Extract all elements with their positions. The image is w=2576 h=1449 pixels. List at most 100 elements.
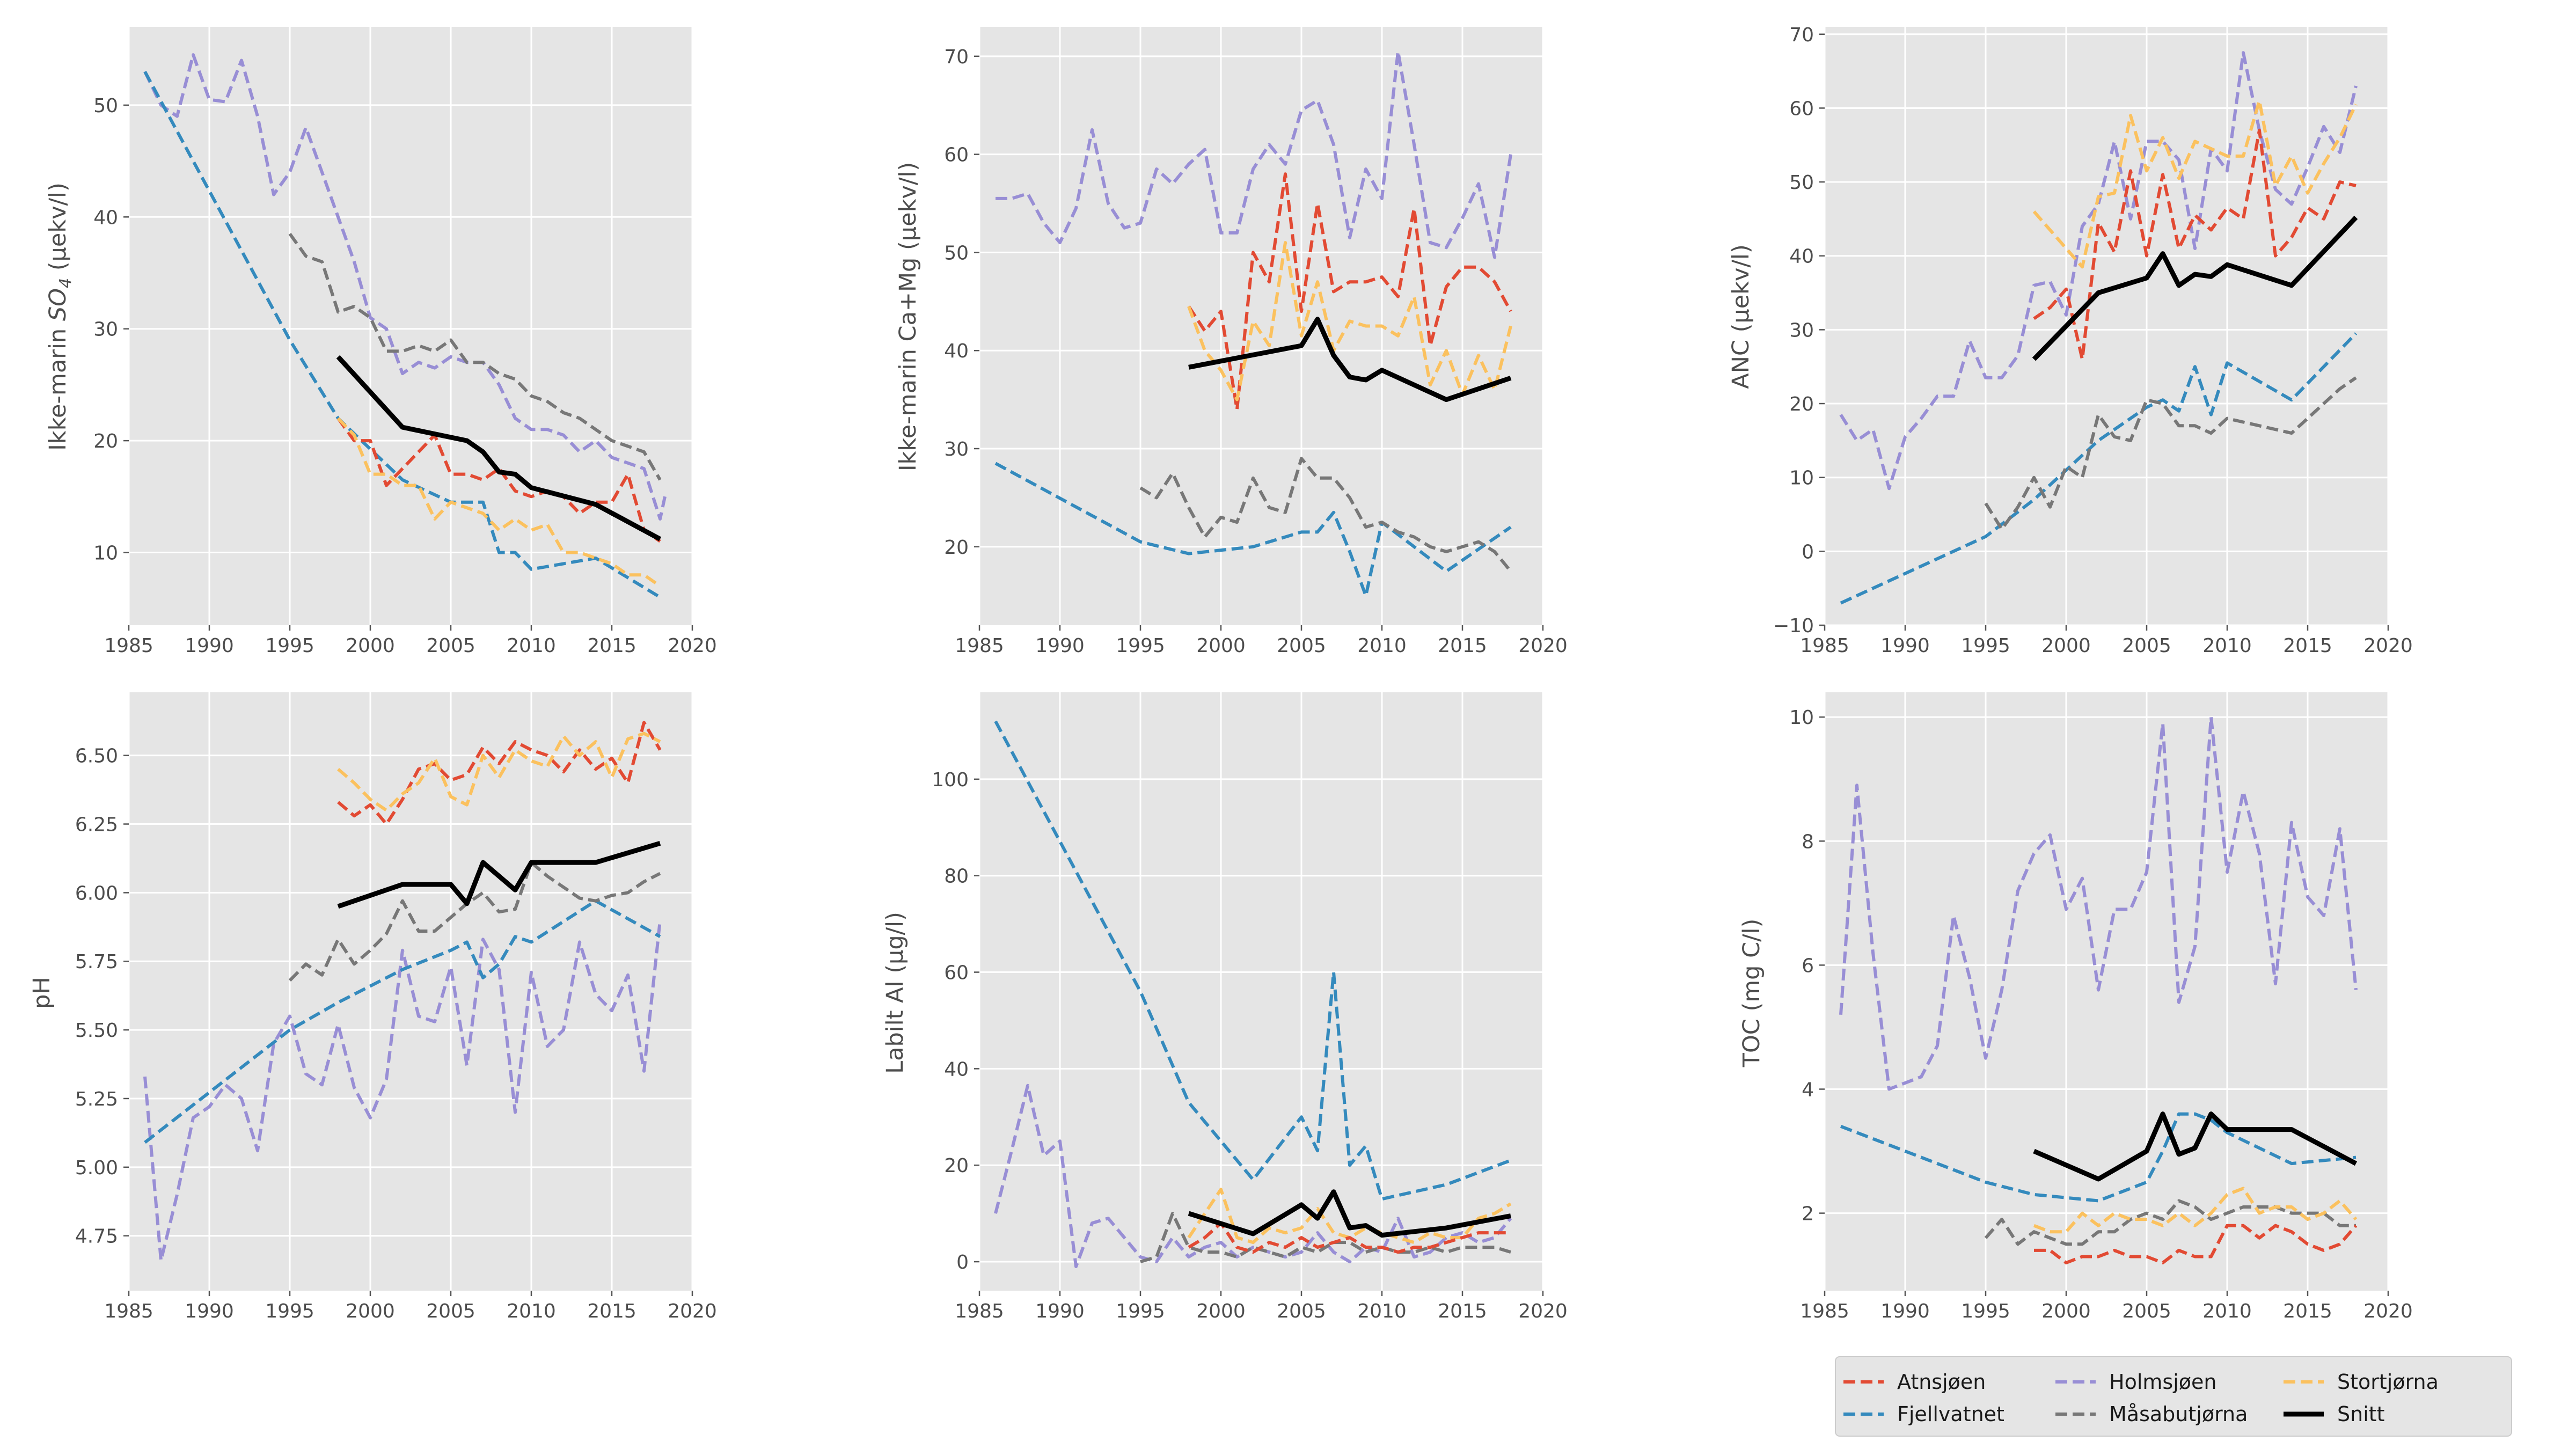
x-tick-label: 2020 [2363,1300,2413,1322]
y-tick-label: 6.00 [75,882,118,904]
x-tick-label: 2005 [426,1300,475,1322]
y-tick-label: 4 [1802,1079,1814,1101]
x-tick-label: 2020 [668,635,717,657]
y-axis-label: pH [28,977,55,1009]
y-tick-label: 80 [944,866,969,888]
x-tick-label: 1985 [955,635,1004,657]
y-tick-label: 30 [944,438,969,460]
panel-anc: 1985 1990 1995 2000 2005 2010 2015 2020 −10 0 10 20… [1728,24,2413,657]
x-tick-label: 1990 [185,1300,234,1322]
x-tick-label: 2000 [346,1300,395,1322]
series-line-masabutjorna [1984,376,2357,531]
x-tick-label: 2005 [2122,1300,2171,1322]
y-tick-label: 0 [1802,541,1814,563]
y-axis-label: Ikke-marin SO4 (µekv/l) [45,182,75,451]
y-tick-label: 60 [1789,98,1814,120]
y-tick-label: 20 [1789,393,1814,415]
series-line-atnsjoen [2033,128,2357,361]
x-tick-label: 2010 [1357,635,1407,657]
y-tick-label: 5.00 [75,1157,118,1179]
legend-item-holmsjoen: Holmsjøen [2055,1370,2216,1394]
legend-item-stortjorna: Stortjørna [2284,1370,2439,1394]
y-tick-label: 60 [944,962,969,984]
x-tick-label: 2005 [2122,635,2171,657]
y-tick-label: 20 [944,537,969,559]
series-line-stortjorna [336,417,661,588]
legend-label: Atnsjøen [1897,1370,1986,1394]
x-tick-label: 1985 [955,1300,1004,1322]
y-tick-label: 5.50 [75,1020,118,1042]
x-tick-label: 2005 [1277,635,1326,657]
series-line-atnsjoen [336,417,661,543]
y-tick-label: 50 [944,242,969,264]
y-tick-label: 70 [1789,24,1814,46]
plot-area [1825,692,2388,1291]
series-line-masabutjorna [1984,1199,2356,1246]
legend-label: Stortjørna [2337,1370,2439,1394]
series-line-snitt [2033,1111,2358,1182]
series-line-snitt [1188,317,1512,402]
y-tick-label: 30 [93,319,118,341]
x-tick-label: 1995 [265,635,314,657]
x-tick-label: 2015 [2283,1300,2332,1322]
x-tick-label: 1985 [104,635,153,657]
x-tick-label: 1995 [1116,1300,1165,1322]
series-line-masabutjorna [1139,457,1512,573]
legend-label: Snitt [2337,1402,2385,1426]
x-tick-label: 2020 [1518,635,1568,657]
x-tick-label: 2010 [1357,1300,1407,1322]
x-tick-label: 1990 [1035,1300,1085,1322]
x-tick-label: 2000 [2041,1300,2091,1322]
plot-area [979,692,1543,1291]
y-tick-label: 60 [944,144,969,166]
plot-area [979,27,1543,625]
series-line-holmsjoen [1839,51,2358,491]
panel-camg: 1985 1990 1995 2000 2005 2010 2015 202020304050… [895,27,1568,657]
x-tick-label: 2020 [2363,635,2413,657]
y-tick-label: 20 [93,430,118,452]
series-line-stortjorna [2032,99,2358,269]
legend-label: Måsabutjørna [2109,1402,2248,1426]
y-tick-label: 2 [1802,1203,1814,1225]
y-tick-label: 30 [1789,319,1814,341]
legend-item-fjellvatnet: Fjellvatnet [1843,1402,2004,1426]
panel-al: 1985 1990 1995 2000 2005 2010 2015 2020 0 20 40 60 8… [882,692,1568,1322]
series-line-masabutjorna [1140,1212,1511,1263]
legend-label: Fjellvatnet [1897,1402,2004,1426]
series-line-holmsjoen [996,49,1512,259]
x-tick-label: 2000 [2041,635,2091,657]
panel-ph: 1985 1990 1995 2000 2005 2010 2015 2020 4.75 5.00… [28,692,717,1322]
y-tick-label: 50 [1789,172,1814,194]
series-line-fjellvatnet [143,70,661,599]
series-line-fjellvatnet [1840,332,2358,605]
x-tick-label: 1990 [1880,635,1930,657]
series-line-snitt [336,355,662,541]
y-tick-label: 5.25 [75,1088,118,1110]
series-line-atnsjoen [2034,1224,2358,1264]
y-tick-label: 40 [1789,246,1814,268]
x-tick-label: 2015 [2283,635,2332,657]
plot-area [129,27,692,625]
y-tick-label: 100 [932,769,969,791]
x-tick-label: 2020 [668,1300,717,1322]
series-line-snitt [337,840,661,909]
x-tick-label: 2015 [587,635,636,657]
y-tick-label: 40 [944,1058,969,1080]
y-tick-label: 10 [1789,467,1814,489]
x-tick-label: 2010 [2202,635,2252,657]
panel-toc: 1985 1990 1995 2000 2005 2010 2015 2020 2 4 6 8 10 T… [1738,692,2413,1322]
x-tick-label: 1990 [185,635,234,657]
x-tick-label: 2015 [1438,635,1487,657]
y-tick-label: 4.75 [75,1226,118,1248]
x-tick-label: 1990 [1880,1300,1930,1322]
y-tick-label: 6.25 [75,814,118,836]
y-tick-label: 8 [1802,831,1814,853]
y-tick-label: 40 [93,207,118,229]
series-line-fjellvatnet [1840,1112,2357,1203]
x-tick-label: 2010 [2202,1300,2252,1322]
x-tick-label: 2010 [507,1300,556,1322]
series-line-masabutjorna [288,861,661,982]
legend-item-snitt: Snitt [2284,1402,2385,1426]
series-line-fjellvatnet [994,462,1512,598]
series-line-holmsjoen [994,1084,1512,1268]
